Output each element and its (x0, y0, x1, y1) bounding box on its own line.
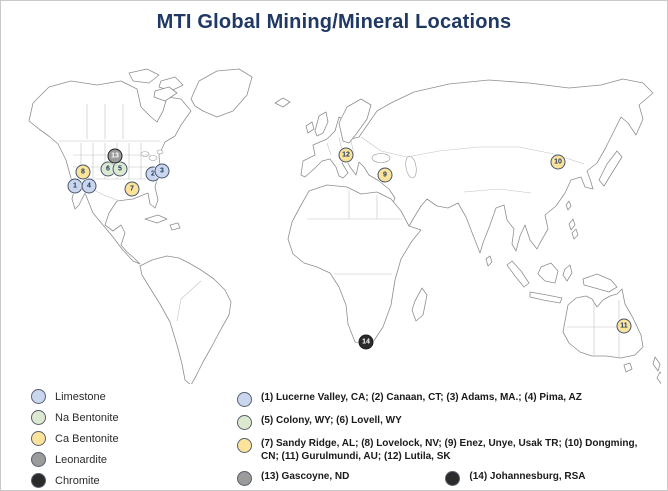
island-madagascar (411, 287, 428, 322)
island-japan (598, 150, 623, 187)
continent-eurasia (300, 78, 654, 254)
island-sumatra (506, 260, 530, 288)
world-map-svg (28, 68, 661, 384)
na-bentonite-sites-text: (5) Colony, WY; (6) Lovell, WY (261, 415, 402, 426)
island-iceland (274, 97, 291, 108)
island-ireland (305, 121, 315, 134)
location-list-ca-bentonite: (7) Sandy Ridge, AL; (8) Lovelock, NV; (… (237, 438, 661, 463)
black-sea (371, 153, 391, 163)
island-baffin (153, 86, 178, 102)
island-great-britain (314, 111, 329, 137)
island-philippines-1 (568, 218, 576, 231)
legend-label: Na Bentonite (55, 411, 119, 424)
mineral-legend: Limestone Na Bentonite Ca Bentonite Leon… (31, 389, 119, 490)
ca-bentonite-sites-text: (7) Sandy Ridge, AL; (8) Lovelock, NV; (… (261, 438, 638, 462)
inland-water (140, 149, 417, 179)
island-java (529, 291, 563, 304)
chromite-sites-text: (14) Johannesburg, RSA (469, 471, 586, 482)
caspian-sea (405, 155, 417, 179)
legend-label: Leonardite (55, 453, 107, 466)
continent-south-america (139, 255, 232, 384)
island-borneo (537, 262, 559, 284)
legend-label: Ca Bentonite (55, 432, 119, 445)
island-new-guinea (582, 273, 618, 293)
location-list-na-bentonite: (5) Colony, WY; (6) Lovell, WY (237, 415, 661, 430)
continent-australia (562, 288, 644, 359)
island-greenland (190, 68, 253, 118)
location-list-leonardite: (13) Gascoyne, ND (237, 471, 349, 486)
legend-label: Chromite (55, 474, 100, 487)
island-taiwan (565, 200, 572, 211)
continent-north-america (28, 80, 192, 265)
island-cuba (144, 214, 168, 224)
peninsula-scandinavia (338, 98, 372, 144)
legend-label: Limestone (55, 390, 106, 403)
island-sulawesi (562, 264, 573, 282)
chromite-swatch-icon (31, 473, 46, 488)
great-lake-3 (156, 149, 164, 155)
continent-africa (287, 184, 422, 346)
limestone-sites-text: (1) Lucerne Valley, CA; (2) Canaan, CT; … (261, 392, 582, 403)
island-philippines-2 (571, 228, 579, 240)
page-title: MTI Global Mining/Mineral Locations (156, 11, 512, 33)
location-lists: (1) Lucerne Valley, CA; (2) Canaan, CT; … (237, 392, 661, 486)
legend-item-leonardite: Leonardite (31, 452, 119, 467)
island-new-zealand-south (656, 371, 661, 384)
na-bentonite-swatch-icon (237, 415, 252, 430)
leonardite-swatch-icon (237, 471, 252, 486)
legend-item-na-bentonite: Na Bentonite (31, 410, 119, 425)
na-bentonite-swatch-icon (31, 410, 46, 425)
world-map (9, 59, 661, 384)
leonardite-sites-text: (13) Gascoyne, ND (261, 471, 350, 482)
ca-bentonite-swatch-icon (237, 438, 252, 453)
great-lake-1 (140, 151, 150, 157)
legend-item-chromite: Chromite (31, 473, 119, 488)
island-tasmania (623, 362, 633, 373)
location-list-last-row: (13) Gascoyne, ND (14) Johannesburg, RSA (237, 471, 661, 486)
legend-item-limestone: Limestone (31, 389, 119, 404)
leonardite-swatch-icon (31, 452, 46, 467)
legend-item-ca-bentonite: Ca Bentonite (31, 431, 119, 446)
arctic-island-1 (128, 68, 160, 84)
island-hispaniola (169, 222, 181, 231)
limestone-swatch-icon (31, 389, 46, 404)
chromite-swatch-icon (445, 471, 461, 486)
location-list-limestone: (1) Lucerne Valley, CA; (2) Canaan, CT; … (237, 392, 661, 407)
island-new-zealand-north (652, 356, 661, 372)
great-lake-2 (148, 155, 158, 161)
location-list-chromite: (14) Johannesburg, RSA (445, 471, 586, 486)
ca-bentonite-swatch-icon (31, 431, 46, 446)
arctic-island-2 (158, 76, 184, 92)
island-sri-lanka (485, 255, 493, 267)
limestone-swatch-icon (237, 392, 252, 407)
